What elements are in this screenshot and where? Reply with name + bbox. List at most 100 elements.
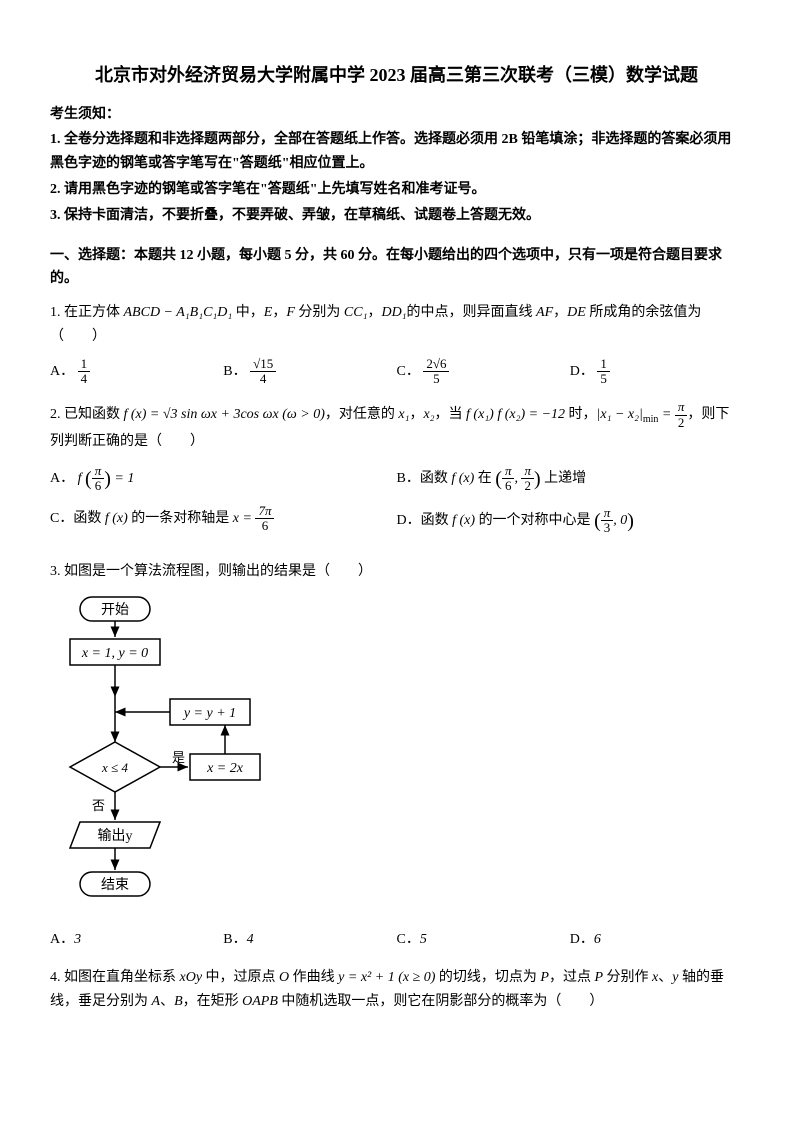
q2-optD-mid: 的一个对称中心是 xyxy=(475,513,594,528)
q4-O: O xyxy=(279,970,289,985)
q2-prod: f (x₁) f (x₂) = −12 xyxy=(466,407,565,422)
q3-opt-d: D．6 xyxy=(570,928,743,952)
q3-opt-b: B．4 xyxy=(223,928,396,952)
flow-cond-text: x ≤ 4 xyxy=(101,760,128,775)
section-1-title: 一、选择题：本题共 12 小题，每小题 5 分，共 60 分。在每小题给出的四个… xyxy=(50,244,743,292)
q4-text: ，过点 xyxy=(549,970,595,985)
q4-curve: y = x² + 1 (x ≥ 0) xyxy=(338,970,435,985)
q2-optD-fx: f (x) xyxy=(452,513,475,528)
q2-text: 时， xyxy=(565,407,597,422)
q2-optA-fx: f xyxy=(78,471,85,486)
q2-optC-fx: f (x) xyxy=(105,511,128,526)
q4-text: ，在矩形 xyxy=(183,994,243,1009)
q4-A: A xyxy=(152,994,161,1009)
q1-stem: 1. 在正方体 ABCD − A₁B₁C₁D₁ 中，E，F 分别为 CC₁，DD… xyxy=(50,301,743,349)
frac-num: π xyxy=(675,400,688,415)
q4-OAPB: OAPB xyxy=(242,994,278,1009)
question-2: 2. 已知函数 f (x) = √3 sin ωx + 3cos ωx (ω >… xyxy=(50,400,743,545)
q3-opt-c: C．5 xyxy=(397,928,570,952)
q2-optB-fx: f (x) xyxy=(451,471,474,486)
flow-update-y-text: y = y + 1 xyxy=(182,706,236,721)
q4-B: B xyxy=(174,994,183,1009)
instructions-block: 考生须知： 1. 全卷分选择题和非选择题两部分，全部在答题纸上作答。选择题必须用… xyxy=(50,103,743,228)
exam-title: 北京市对外经济贸易大学附属中学 2023 届高三第三次联考（三模）数学试题 xyxy=(50,60,743,91)
opt-label: C．函数 xyxy=(50,511,105,526)
q4-stem: 4. 如图在直角坐标系 xOy 中，过原点 O 作曲线 y = x² + 1 (… xyxy=(50,966,743,1014)
opt-label: A． xyxy=(50,471,74,486)
q2-text: ，对任意的 xyxy=(325,407,399,422)
frac-num: √15 xyxy=(250,357,276,372)
flow-output-text: 输出y xyxy=(98,828,133,844)
q1-opt-c: C． 2√65 xyxy=(397,357,570,387)
q4-text: 、 xyxy=(658,970,672,985)
q2-abs: |x₁ − x₂| xyxy=(597,407,643,422)
question-4: 4. 如图在直角坐标系 xOy 中，过原点 O 作曲线 y = x² + 1 (… xyxy=(50,966,743,1014)
q1-text: 的中点，则异面直线 xyxy=(407,305,537,320)
flow-end-text: 结束 xyxy=(101,877,129,893)
q1-text: 分别为 xyxy=(295,305,344,320)
q2-optB-mid: 在 xyxy=(474,471,495,486)
frac-den: 6 xyxy=(255,519,274,533)
q2-text: ， xyxy=(409,407,423,422)
q3-opt-a: A．3 xyxy=(50,928,223,952)
frac-den: 6 xyxy=(92,479,105,493)
q4-text: 分别作 xyxy=(603,970,652,985)
opt-label: D． xyxy=(570,932,594,947)
q4-P: P xyxy=(540,970,549,985)
q2-text: 2. 已知函数 xyxy=(50,407,124,422)
opt-value: 3 xyxy=(74,932,81,947)
q4-text: 作曲线 xyxy=(289,970,338,985)
q1-opt-d: D． 15 xyxy=(570,357,743,387)
q1-options: A． 14 B． √154 C． 2√65 D． 15 xyxy=(50,357,743,387)
frac-den: 5 xyxy=(423,372,449,386)
q2-opt-d: D．函数 f (x) 的一个对称中心是 (π3, 0) xyxy=(397,504,744,538)
q1-text: ， xyxy=(553,305,567,320)
q4-text: 4. 如图在直角坐标系 xyxy=(50,970,180,985)
frac-den: 4 xyxy=(250,372,276,386)
opt-label: D．函数 xyxy=(397,513,453,528)
q1-opt-a: A． 14 xyxy=(50,357,223,387)
opt-value: 6 xyxy=(594,932,601,947)
instruction-1: 1. 全卷分选择题和非选择题两部分，全部在答题纸上作答。选择题必须用 2B 铅笔… xyxy=(50,128,743,176)
frac-den: 2 xyxy=(675,416,688,430)
q2-opt-b: B．函数 f (x) 在 (π6, π2) 上递增 xyxy=(397,462,744,496)
opt-label: B．函数 xyxy=(397,471,452,486)
q1-text: ， xyxy=(272,305,286,320)
q3-options: A．3 B．4 C．5 D．6 xyxy=(50,928,743,952)
q3-flowchart: 开始 x = 1, y = 0 y = y + 1 x ≤ 4 是 x = 2x xyxy=(50,592,743,921)
q1-opt-b: B． √154 xyxy=(223,357,396,387)
frac-den: 3 xyxy=(601,521,614,535)
q4-text: 中随机选取一点，则它在阴影部分的概率为（ ） xyxy=(278,994,604,1009)
q2-options: A． f (π6) = 1 B．函数 f (x) 在 (π6, π2) 上递增 … xyxy=(50,462,743,546)
frac-num: π xyxy=(92,464,105,479)
frac-num: 2√6 xyxy=(423,357,449,372)
frac-num: π xyxy=(521,464,534,479)
q2-opt-c: C．函数 f (x) 的一条对称轴是 x = 7π6 xyxy=(50,504,397,538)
opt-label: A． xyxy=(50,364,74,379)
q1-DE: DE xyxy=(567,305,586,320)
frac-den: 2 xyxy=(521,479,534,493)
flow-no-label: 否 xyxy=(92,798,105,813)
opt-label: A． xyxy=(50,932,74,947)
flowchart-svg: 开始 x = 1, y = 0 y = y + 1 x ≤ 4 是 x = 2x xyxy=(50,592,280,912)
q1-F: F xyxy=(286,305,295,320)
q2-stem: 2. 已知函数 f (x) = √3 sin ωx + 3cos ωx (ω >… xyxy=(50,400,743,453)
question-1: 1. 在正方体 ABCD − A₁B₁C₁D₁ 中，E，F 分别为 CC₁，DD… xyxy=(50,301,743,386)
q3-stem: 3. 如图是一个算法流程图，则输出的结果是（ ） xyxy=(50,560,743,584)
q4-xOy: xOy xyxy=(180,970,203,985)
q2-x2: x₂ xyxy=(423,407,434,422)
frac-num: 1 xyxy=(597,357,610,372)
flow-update-x-text: x = 2x xyxy=(206,761,244,776)
flow-yes-label: 是 xyxy=(172,750,185,765)
opt-label: B． xyxy=(223,932,246,947)
flow-start-text: 开始 xyxy=(101,602,129,618)
q2-optD-y: , 0 xyxy=(613,513,627,528)
q2-optA-eq: = 1 xyxy=(111,471,134,486)
q2-optB-suffix: 上递增 xyxy=(541,471,587,486)
opt-label: D． xyxy=(570,364,594,379)
q2-eq: = xyxy=(658,407,674,422)
opt-value: 5 xyxy=(420,932,427,947)
q1-text: 1. 在正方体 xyxy=(50,305,124,320)
opt-label: C． xyxy=(397,364,420,379)
frac-den: 5 xyxy=(597,372,610,386)
